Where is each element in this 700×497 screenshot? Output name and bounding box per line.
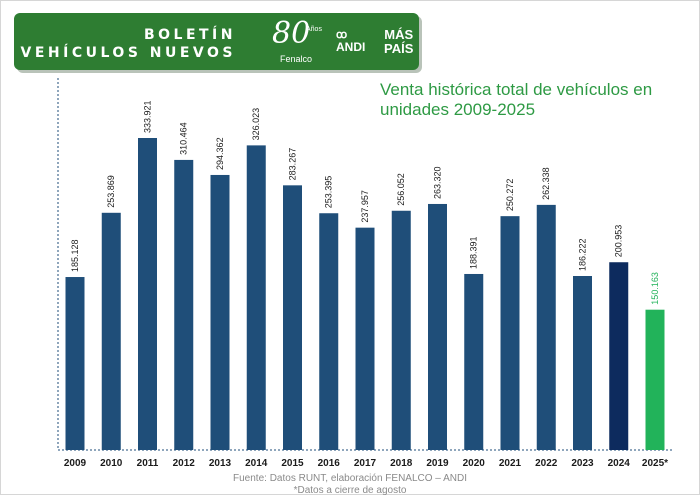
x-tick-2023: 2023: [571, 458, 594, 469]
andi-logo-name: ANDI: [336, 40, 366, 54]
value-label-2014: 326.023: [251, 108, 261, 141]
x-tick-2010: 2010: [100, 458, 123, 469]
x-tick-2020: 2020: [463, 458, 486, 469]
bar-2022: [536, 204, 556, 450]
chart-title: Venta histórica total de vehículos en un…: [380, 80, 653, 119]
bulletin-title-line2: VEHÍCULOS NUEVOS: [20, 45, 236, 61]
value-label-2016: 253.395: [324, 176, 334, 209]
x-tick-2015: 2015: [281, 458, 304, 469]
x-tick-2016: 2016: [318, 458, 341, 469]
fenalco-logo-number: 80: [272, 16, 311, 51]
mas-pais-logo: MÁS PAÍS: [384, 28, 413, 56]
value-label-2025*: 150.163: [650, 272, 660, 305]
source-note: Fuente: Datos RUNT, elaboración FENALCO …: [233, 473, 467, 484]
bulletin-title: BOLETÍN VEHÍCULOS NUEVOS: [14, 26, 236, 62]
x-tick-2021: 2021: [499, 458, 522, 469]
x-tick-2009: 2009: [64, 458, 87, 469]
bar-2013: [210, 174, 230, 450]
fenalco-80-logo: 80 Años Fenalco: [272, 17, 330, 65]
bar-2016: [319, 213, 339, 450]
mas-pais-line1: MÁS: [384, 27, 414, 42]
bar-2012: [174, 159, 194, 450]
x-tick-2014: 2014: [245, 458, 268, 469]
bar-2023: [573, 276, 592, 450]
andi-logo: ꝏ ANDI: [336, 29, 365, 53]
value-label-2023: 186.222: [578, 238, 588, 271]
value-label-2009: 185.128: [70, 239, 80, 272]
chart-footer: Fuente: Datos RUNT, elaboración FENALCO …: [0, 473, 700, 497]
bar-2024: [609, 262, 629, 450]
mas-pais-line2: PAÍS: [384, 41, 414, 56]
header-banner: BOLETÍN VEHÍCULOS NUEVOS 80 Años Fenalco…: [14, 13, 419, 70]
x-tick-2019: 2019: [426, 458, 449, 469]
x-tick-2024: 2024: [608, 458, 631, 469]
value-label-2018: 256.052: [396, 173, 406, 206]
value-label-2012: 310.464: [179, 122, 189, 155]
value-label-2024: 200.953: [614, 225, 624, 258]
x-tick-2025*: 2025*: [642, 458, 668, 469]
bar-2017: [355, 227, 375, 450]
x-tick-2022: 2022: [535, 458, 558, 469]
value-label-2021: 250.272: [505, 179, 515, 212]
x-tick-2017: 2017: [354, 458, 377, 469]
value-label-2010: 253.869: [106, 175, 116, 208]
data-cutoff-note: *Datos a cierre de agosto: [293, 485, 407, 496]
fenalco-logo-name: Fenalco: [280, 54, 313, 64]
x-tick-2013: 2013: [209, 458, 232, 469]
bar-2011: [138, 138, 157, 450]
value-label-2020: 188.391: [469, 236, 479, 269]
bar-2014: [246, 145, 266, 450]
bulletin-title-line1: BOLETÍN: [143, 27, 236, 43]
bar-2018: [391, 210, 411, 450]
value-label-2017: 237.957: [360, 190, 370, 223]
x-tick-2011: 2011: [137, 458, 159, 469]
bar-2010: [101, 212, 121, 450]
value-label-2022: 262.338: [541, 167, 551, 200]
bar-2015: [283, 185, 302, 450]
value-label-2011: 333.921: [143, 100, 153, 133]
x-tick-2018: 2018: [390, 458, 413, 469]
andi-logo-symbol: ꝏ: [336, 29, 347, 41]
value-label-2015: 283.267: [288, 148, 298, 181]
bar-2019: [428, 203, 447, 450]
bar-2020: [464, 273, 484, 450]
bar-2021: [500, 216, 520, 450]
x-tick-2012: 2012: [173, 458, 196, 469]
fenalco-logo-years: Años: [306, 26, 322, 33]
value-label-2019: 263.320: [433, 166, 443, 199]
bar-2025*: [645, 309, 665, 450]
bar-2009: [65, 277, 85, 450]
value-label-2013: 294.362: [215, 137, 225, 170]
